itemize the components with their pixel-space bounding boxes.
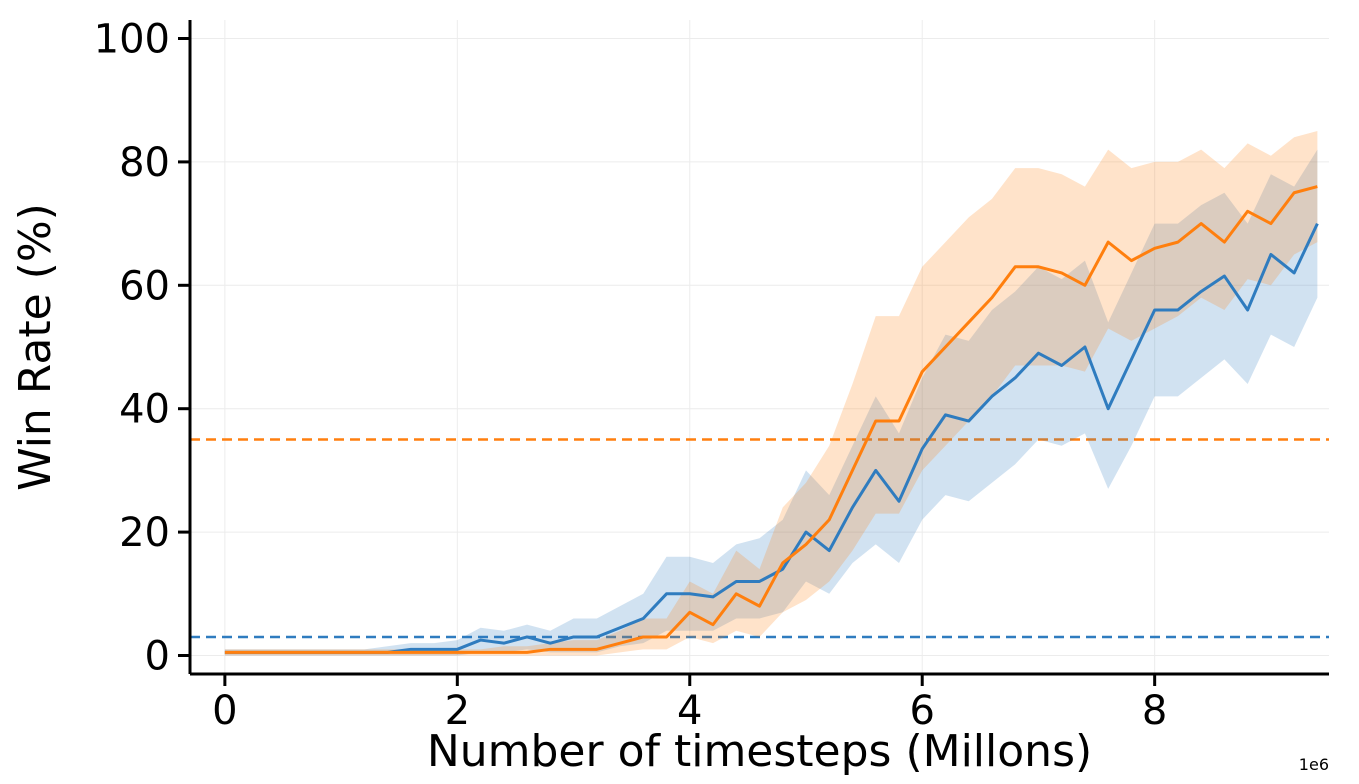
x-axis-label: Number of timesteps (Millons) [427,726,1092,777]
y-tick-label: 100 [94,17,170,63]
y-tick-label: 40 [119,387,170,433]
y-tick-label: 20 [119,510,170,556]
chart-svg: 02468020406080100Number of timesteps (Mi… [0,0,1359,784]
y-axis-label: Win Rate (%) [10,203,61,491]
x-exponent: 1e6 [1299,755,1329,774]
x-tick-label: 8 [1142,688,1167,734]
y-tick-label: 60 [119,263,170,309]
x-tick-label: 0 [212,688,237,734]
winrate-chart: 02468020406080100Number of timesteps (Mi… [0,0,1359,784]
y-tick-label: 80 [119,140,170,186]
y-tick-label: 0 [145,633,170,679]
